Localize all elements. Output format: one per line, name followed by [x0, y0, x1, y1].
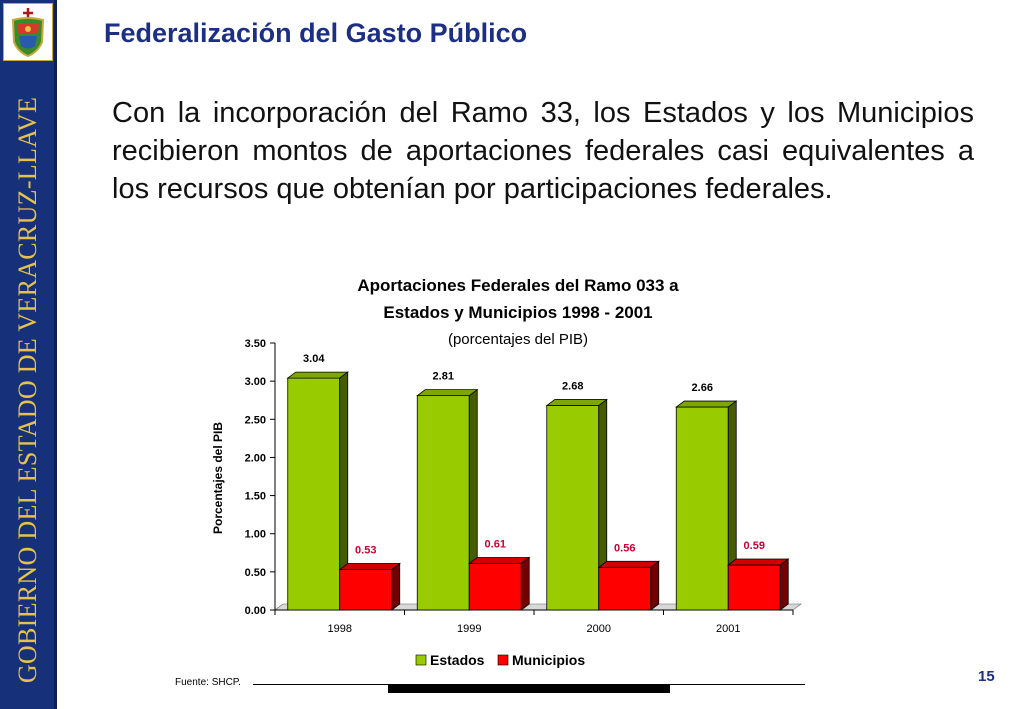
- bar-municipios-2000: [597, 560, 660, 611]
- x-tick-label-1998: 1998: [328, 623, 352, 635]
- y-tick-label-3: 1.50: [245, 491, 266, 503]
- legend-label-municipios: Municipios: [512, 652, 585, 668]
- bars: 3.04 0.53 2.81 0.61 2.68 0.56 2.66 0.59: [286, 353, 790, 611]
- bar-municipios-1998: [338, 562, 401, 611]
- chart-title-line1: Aportaciones Federales del Ramo 033 a: [357, 276, 679, 295]
- data-label-municipios-1999: 0.61: [485, 538, 506, 550]
- chart-title-line2: Estados y Municipios 1998 - 2001: [383, 303, 652, 322]
- data-label-estados-2001: 2.66: [692, 382, 713, 394]
- data-label-municipios-2001: 0.59: [744, 540, 765, 552]
- y-tick-label-5: 2.50: [245, 414, 266, 426]
- footer-bar: [388, 685, 670, 693]
- legend: Estados Municipios: [415, 652, 585, 668]
- bar-estados-1999: [416, 388, 479, 611]
- data-label-estados-2000: 2.68: [562, 381, 583, 393]
- data-label-estados-1998: 3.04: [303, 353, 325, 365]
- y-tick-label-1: 0.50: [245, 567, 266, 579]
- bar-municipios-1999: [468, 556, 531, 611]
- data-label-estados-1999: 2.81: [433, 371, 454, 383]
- x-tick-label-2001: 2001: [716, 623, 740, 635]
- bar-estados-1998: [286, 371, 349, 611]
- footer-divider: [253, 684, 805, 685]
- y-tick-label-6: 3.00: [245, 376, 266, 388]
- veracruz-coat-of-arms-logo: [3, 3, 53, 61]
- data-label-municipios-1998: 0.53: [355, 545, 376, 557]
- legend-swatch-municipios: [497, 654, 509, 666]
- bar-estados-2000: [545, 398, 608, 611]
- data-label-municipios-2000: 0.56: [614, 542, 635, 554]
- x-tick-label-1999: 1999: [457, 623, 481, 635]
- legend-swatch-estados: [415, 654, 427, 666]
- y-tick-label-7: 3.50: [245, 338, 266, 350]
- x-axis-ticks: 1998 1999 2000 2001: [274, 610, 794, 635]
- bar-estados-2001: [675, 400, 738, 611]
- x-tick-label-2000: 2000: [587, 623, 611, 635]
- chart-subtitle: (porcentajes del PIB): [448, 331, 588, 348]
- bar-municipios-2001: [727, 558, 790, 611]
- source-note: Fuente: SHCP.: [175, 677, 241, 688]
- y-axis: 0.00 0.50 1.00 1.50 2.00 2.50 3.00 3.50: [245, 338, 276, 617]
- y-tick-label-0: 0.00: [245, 605, 266, 617]
- y-axis-label: Porcentajes del PIB: [211, 422, 225, 534]
- y-tick-label-2: 1.00: [245, 529, 266, 541]
- legend-label-estados: Estados: [430, 652, 485, 668]
- body-paragraph: Con la incorporación del Ramo 33, los Es…: [112, 97, 974, 205]
- y-tick-label-4: 2.00: [245, 452, 266, 464]
- slide-title: Federalización del Gasto Público: [104, 18, 528, 48]
- sidebar: GOBIERNO DEL ESTADO DE VERACRUZ-LLAVE: [0, 0, 57, 709]
- page-number: 15: [978, 668, 995, 685]
